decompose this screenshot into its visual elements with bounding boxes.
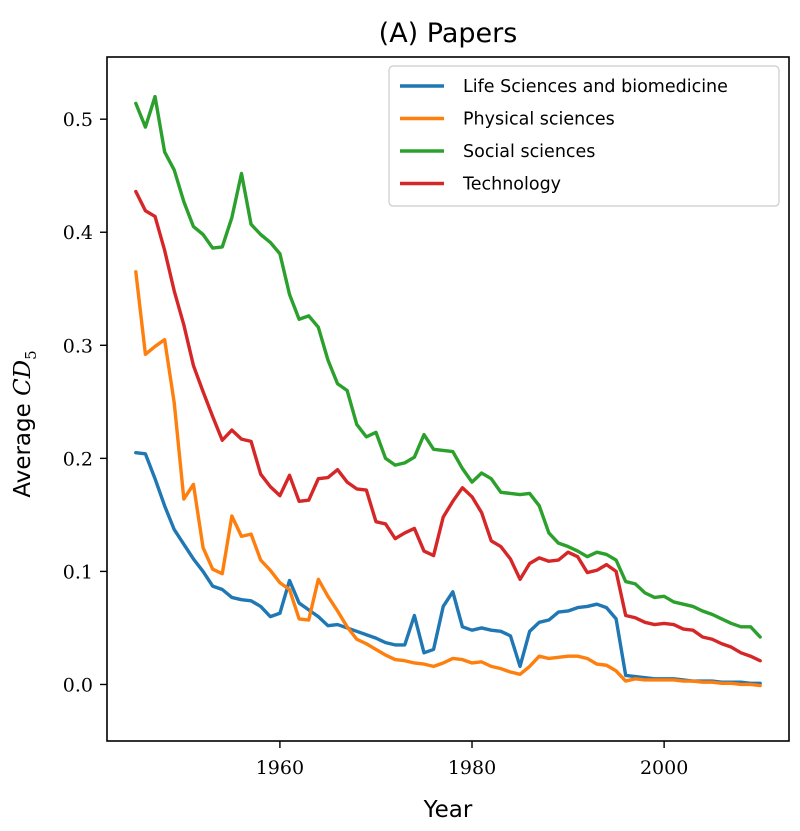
series-line-3 (134, 189, 762, 663)
y-tick-label: 0.0 (63, 674, 93, 696)
legend-label-0: Life Sciences and biomedicine (463, 77, 728, 97)
y-ticks: 0.0 0.1 0.2 0.3 0.4 0.5 (63, 109, 107, 696)
y-axis-label-math: CD (10, 360, 36, 396)
x-ticks: 1960 1980 2000 (256, 741, 688, 779)
legend-box (388, 65, 780, 207)
y-tick-label: 0.4 (63, 222, 93, 244)
y-axis-label: Average CD5 (10, 350, 40, 497)
chart-title: (A) Papers (379, 18, 518, 49)
legend: Life Sciences and biomedicine Physical sc… (388, 65, 780, 207)
series-line-1 (134, 270, 762, 688)
series-line-2 (134, 94, 762, 639)
legend-entries: Life Sciences and biomedicine Physical sc… (400, 77, 728, 195)
x-axis-label: Year (423, 797, 473, 823)
x-tick-label: 1980 (448, 757, 496, 779)
y-tick-label: 0.3 (63, 335, 93, 357)
plot-frame (106, 56, 790, 742)
y-axis-label-subscript: 5 (22, 350, 40, 360)
x-tick-label: 2000 (640, 757, 688, 779)
legend-label-3: Technology (462, 175, 561, 195)
x-tick-label: 1960 (256, 757, 304, 779)
y-tick-label: 0.1 (63, 561, 93, 583)
legend-label-1: Physical sciences (463, 110, 615, 130)
plot-lines (134, 94, 762, 688)
legend-label-2: Social sciences (463, 142, 595, 162)
y-axis-label-main: Average (10, 403, 36, 497)
y-tick-label: 0.2 (63, 448, 93, 470)
series-line-0 (134, 451, 762, 686)
y-tick-label: 0.5 (63, 109, 93, 131)
